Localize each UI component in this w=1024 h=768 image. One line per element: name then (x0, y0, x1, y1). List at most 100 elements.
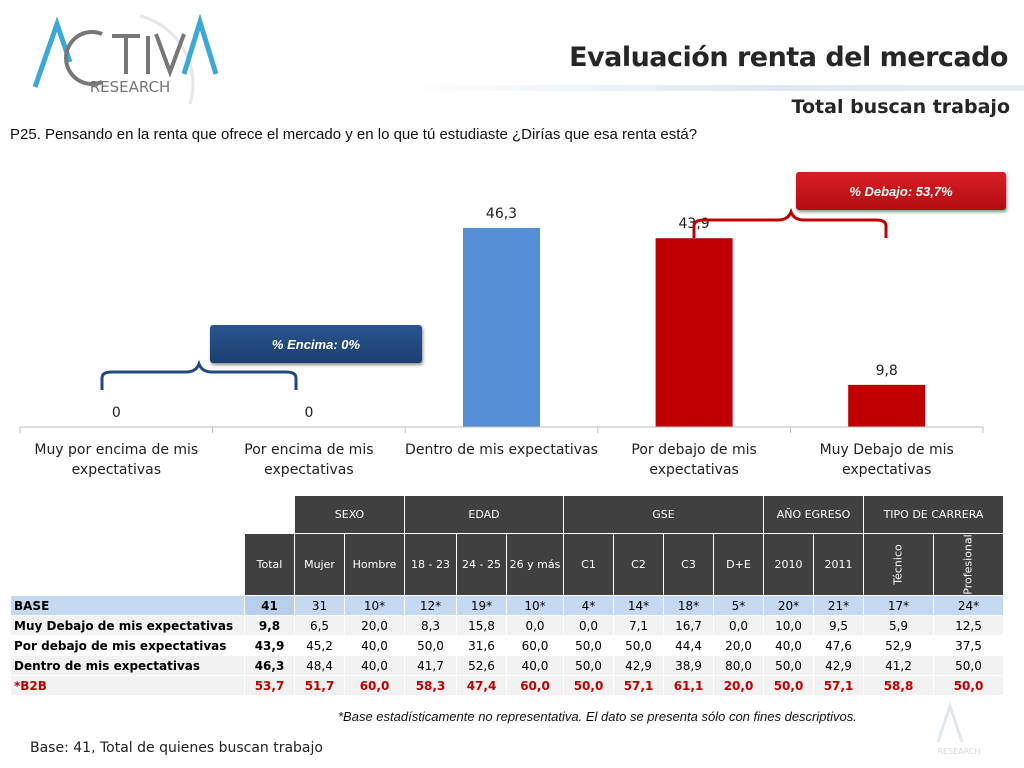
table-cell: 47,6 (813, 635, 864, 656)
table-column-header-row: Total Mujer Hombre 18 - 23 24 - 25 26 y más C1… (10, 533, 1004, 596)
table-cell: 42,9 (813, 655, 864, 676)
table-cell: 40,0 (344, 655, 405, 676)
table-cell: 12,5 (933, 615, 1004, 636)
table-cell: 17* (863, 595, 934, 616)
column-header: C2 (613, 533, 664, 596)
table-cell: 57,1 (613, 675, 664, 696)
table-cell: 5,9 (863, 615, 934, 636)
table-row: Muy Debajo de mis expectativas 9,8 6,5 20,0… (10, 615, 1004, 636)
row-label: Muy Debajo de mis expectativas (10, 615, 245, 636)
table-cell: 5* (713, 595, 764, 616)
column-header: 18 - 23 (404, 533, 457, 596)
column-header: 2010 (763, 533, 814, 596)
data-label-3: 46,3 (486, 206, 517, 222)
table-cell: 40,0 (506, 655, 564, 676)
table-cell: 10,0 (763, 615, 814, 636)
table-cell: 50,0 (563, 635, 614, 656)
table-cell: 9,8 (244, 615, 295, 636)
table-cell: 10* (506, 595, 564, 616)
table-group-header-row: SEXO EDAD GSE AÑO EGRESO TIPO DE CARRERA (10, 495, 1004, 534)
table-row: *B2B 53,7 51,7 60,0 58,3 47,4 60,0 50,0 57,1 61,1… (10, 675, 1004, 696)
bar-4 (655, 238, 733, 427)
footnote: *Base estadísticamente no representativa… (338, 709, 857, 724)
table-cell: 16,7 (663, 615, 714, 636)
bar-3 (463, 227, 540, 427)
column-header: 26 y más (506, 533, 564, 596)
group-header: GSE (563, 495, 764, 534)
table-cell: 45,2 (294, 635, 345, 656)
table-cell: 48,4 (294, 655, 345, 676)
table-cell: 50,0 (763, 655, 814, 676)
table-cell: 20,0 (713, 675, 764, 696)
table-row: Por debajo de mis expectativas 43,9 45,2 40… (10, 635, 1004, 656)
x-label-1: Muy por encima de mis expectativas (34, 442, 198, 478)
column-header: 24 - 25 (456, 533, 507, 596)
table-cell: 18* (663, 595, 714, 616)
x-label-2: Por encima de mis expectativas (244, 442, 373, 478)
column-header: 2011 (813, 533, 864, 596)
table-cell: 50,0 (404, 635, 457, 656)
table-cell: 53,7 (244, 675, 295, 696)
x-label-5: Muy Debajo de mis expectativas (820, 442, 954, 478)
table-cell: 60,0 (344, 675, 405, 696)
row-label: Dentro de mis expectativas (10, 655, 245, 676)
x-label-4: Por debajo de mis expectativas (631, 442, 756, 478)
row-label: BASE (10, 595, 245, 616)
table-cell: 20,0 (713, 635, 764, 656)
above-expectations-badge: % Encima: 0% (210, 325, 422, 363)
column-header: Profesional (933, 533, 1004, 596)
column-header: C1 (563, 533, 614, 596)
activa-research-logo: RESEARCH (32, 13, 219, 105)
table-cell: 40,0 (344, 635, 405, 656)
table-cell: 58,3 (404, 675, 457, 696)
table-cell: 19* (456, 595, 507, 616)
data-label-1: 0 (112, 405, 121, 421)
x-axis-labels: Muy por encima de mis expectativas Por enc… (34, 442, 953, 478)
logo-research-text: RESEARCH (90, 78, 171, 96)
table-cell: 9,5 (813, 615, 864, 636)
data-label-2: 0 (304, 405, 313, 421)
column-header: D+E (713, 533, 764, 596)
table-cell: 12* (404, 595, 457, 616)
column-header: Técnico (863, 533, 934, 596)
table-cell: 8,3 (404, 615, 457, 636)
table-cell: 40,0 (763, 635, 814, 656)
title-divider (400, 85, 1024, 91)
table-cell: 41,2 (863, 655, 934, 676)
column-header: Total (244, 533, 295, 596)
table-cell: 60,0 (506, 635, 564, 656)
base-note: Base: 41, Total de quienes buscan trabaj… (30, 740, 323, 756)
table-cell: 50,0 (563, 655, 614, 676)
x-axis-ticks (19, 427, 984, 433)
table-cell: 21* (813, 595, 864, 616)
table-cell: 50,0 (763, 675, 814, 696)
table-cell: 38,9 (663, 655, 714, 676)
table-cell: 4* (563, 595, 614, 616)
table-cell: 47,4 (456, 675, 507, 696)
table-cell: 44,4 (663, 635, 714, 656)
table-cell: 41 (244, 595, 295, 616)
page-title: Evaluación renta del mercado (569, 42, 1008, 73)
table-cell: 15,8 (456, 615, 507, 636)
table-cell: 0,0 (563, 615, 614, 636)
table-cell: 10* (344, 595, 405, 616)
brace-below (692, 207, 888, 238)
table-cell: 58,8 (863, 675, 934, 696)
table-cell: 61,1 (663, 675, 714, 696)
table-cell: 50,0 (613, 635, 664, 656)
table-cell: 0,0 (713, 615, 764, 636)
table-cell: 24* (933, 595, 1004, 616)
table-cell: 0,0 (506, 615, 564, 636)
data-label-5: 9,8 (876, 363, 898, 379)
table-cell: 51,7 (294, 675, 345, 696)
below-expectations-badge: % Debajo: 53,7% (796, 172, 1006, 210)
bar-5 (848, 384, 926, 427)
watermark-text: RESEARCH (938, 747, 981, 756)
table-cell: 41,7 (404, 655, 457, 676)
x-label-3: Dentro de mis expectativas (405, 442, 598, 458)
table-cell: 50,0 (933, 655, 1004, 676)
table-corner-blank (10, 495, 295, 534)
survey-question: P25. Pensando en la renta que ofrece el … (10, 126, 698, 143)
table-corner-blank (10, 533, 245, 596)
crosstab-table: SEXO EDAD GSE AÑO EGRESO TIPO DE CARRERA Tot… (10, 495, 1004, 696)
